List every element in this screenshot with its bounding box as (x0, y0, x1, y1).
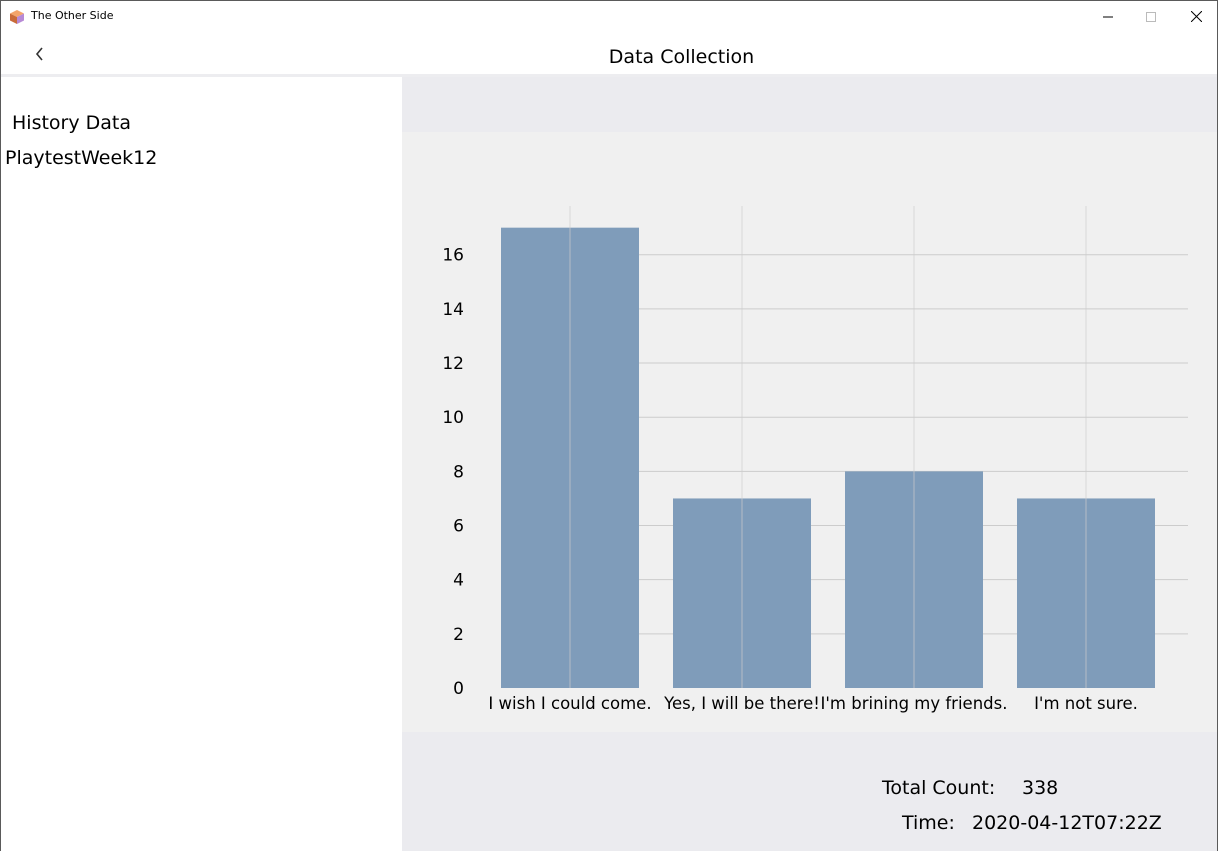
close-button[interactable] (1173, 1, 1218, 32)
sidebar: History Data PlaytestWeek12 (1, 77, 402, 851)
window-title: The Other Side (31, 9, 114, 22)
chart-panel: 0 2 4 6 8 10 12 14 16 I wish I could come. Yes, I … (402, 132, 1217, 732)
y-tick-label-2: 2 (453, 625, 464, 645)
page-header: Data Collection (1, 32, 1217, 75)
time-label: Time: (902, 812, 955, 834)
bar-chart: 0 2 4 6 8 10 12 14 16 I wish I could come. Yes, I … (442, 206, 1188, 713)
maximize-button[interactable] (1128, 1, 1174, 32)
y-tick-label-10: 10 (442, 408, 464, 428)
y-tick-label-8: 8 (453, 462, 464, 482)
title-bar: The Other Side (1, 1, 1217, 32)
x-tick-label-0: I wish I could come. (488, 694, 651, 713)
x-tick-label-1: Yes, I will be there! (663, 694, 820, 713)
chevron-left-icon (35, 46, 45, 65)
app-cube-icon (9, 9, 25, 25)
main-panel: 0 2 4 6 8 10 12 14 16 I wish I could come. Yes, I … (402, 77, 1217, 851)
back-button[interactable] (27, 42, 53, 68)
header-divider (1, 74, 1217, 77)
y-tick-label-16: 16 (442, 246, 464, 266)
page-title: Data Collection (608, 46, 755, 68)
x-tick-label-2: I'm brining my friends. (821, 694, 1008, 713)
sidebar-item-playtestweek12[interactable]: PlaytestWeek12 (5, 147, 158, 169)
maximize-icon (1146, 7, 1156, 26)
sidebar-heading: History Data (12, 112, 132, 134)
time-value: 2020-04-12T07:22Z (972, 812, 1162, 834)
y-tick-label-0: 0 (453, 679, 464, 699)
total-count-value: 338 (1022, 777, 1059, 799)
y-tick-label-12: 12 (442, 354, 464, 374)
minimize-icon (1103, 7, 1113, 26)
y-tick-label-14: 14 (442, 300, 464, 320)
minimize-button[interactable] (1085, 1, 1131, 32)
x-tick-label-3: I'm not sure. (1034, 694, 1138, 713)
y-tick-label-6: 6 (453, 517, 464, 537)
total-count-label: Total Count: (882, 777, 996, 799)
y-tick-label-4: 4 (453, 571, 464, 591)
close-icon (1190, 7, 1202, 26)
